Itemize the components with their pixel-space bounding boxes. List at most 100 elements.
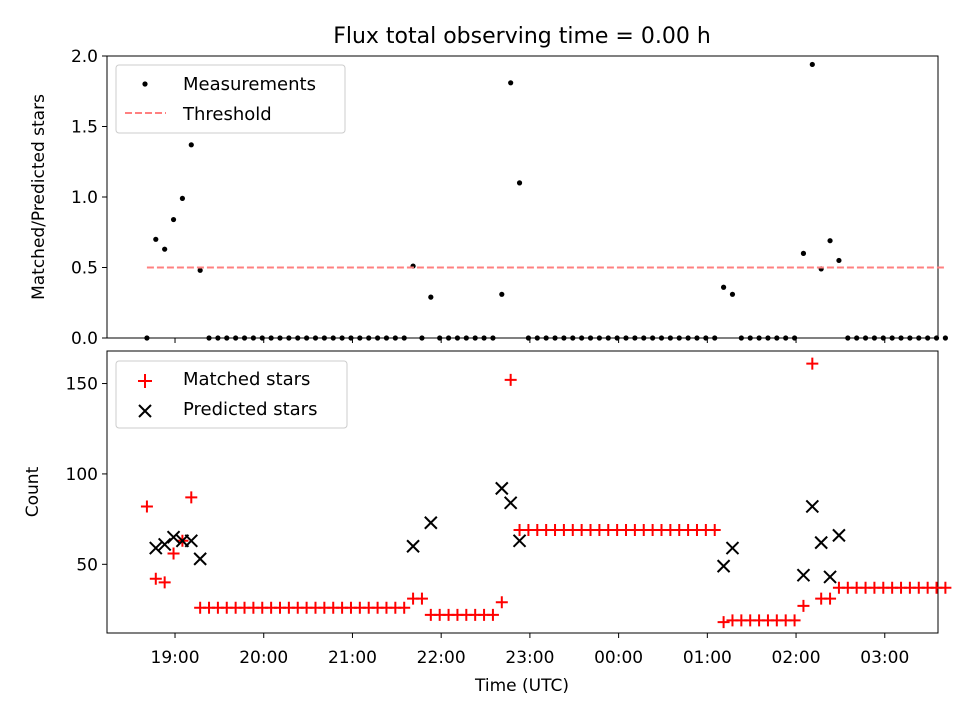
measurement-point — [490, 335, 496, 341]
top-plot: 0.00.51.01.52.0 Matched/Predicted stars … — [29, 47, 948, 349]
measurement-point — [525, 335, 532, 341]
y-tick-label: 100 — [66, 465, 98, 485]
measurement-point — [845, 335, 851, 341]
x-tick-label: 20:00 — [239, 648, 288, 668]
matched-star-point — [788, 614, 801, 627]
predicted-star-point — [796, 568, 811, 582]
matched-star-point — [495, 596, 508, 609]
measurement-point — [809, 61, 815, 68]
measurement-point — [676, 335, 682, 341]
matched-star-point — [149, 572, 162, 585]
bottom-plot: 50 100 150 19:00 20:00 21:00 22:00 23:00 00:00 0… — [23, 350, 952, 696]
measurement-point — [366, 335, 372, 341]
measurement-point — [277, 335, 283, 341]
y-tick-label: 150 — [66, 375, 98, 395]
measurement-point — [703, 335, 709, 341]
predicted-star-point — [823, 570, 837, 584]
measurement-point — [508, 80, 514, 86]
measurement-point — [445, 335, 452, 341]
bottom-y-ticks: 50 100 150 — [66, 375, 107, 575]
chart-title: Flux total observing time = 0.00 h — [333, 24, 711, 49]
measurement-point — [862, 335, 869, 341]
measurement-point — [658, 335, 665, 341]
legend-measurements-marker — [142, 81, 148, 87]
measurement-point — [632, 335, 638, 341]
measurement-point — [774, 335, 780, 341]
predicted-star-point — [814, 535, 828, 550]
matched-star-point — [797, 599, 810, 612]
x-tick-label: 22:00 — [417, 648, 466, 668]
legend-predicted-marker — [138, 404, 152, 418]
measurement-point — [765, 335, 771, 341]
y-tick-label: 1.0 — [71, 188, 98, 208]
bottom-axes-frame — [106, 350, 939, 634]
measurement-point — [233, 335, 239, 341]
top-data-marks — [144, 61, 948, 341]
measurement-point — [800, 250, 807, 256]
x-tick-label: 01:00 — [683, 648, 732, 668]
measurement-point — [889, 335, 895, 341]
measurement-point — [667, 335, 673, 341]
measurement-point — [224, 335, 230, 341]
measurement-point — [570, 335, 576, 341]
bottom-legend-box — [115, 360, 348, 429]
predicted-star-point — [725, 541, 740, 555]
measurement-point — [791, 335, 798, 341]
legend-predicted-label: Predicted stars — [183, 399, 317, 420]
matched-star-point — [939, 581, 952, 594]
x-tick-label: 21:00 — [328, 648, 377, 668]
matched-star-point — [415, 592, 428, 605]
measurement-point — [241, 335, 248, 341]
measurement-point — [144, 335, 150, 341]
measurement-point — [259, 335, 265, 341]
measurement-point — [428, 294, 434, 300]
measurement-point — [827, 238, 833, 244]
predicted-star-point — [495, 481, 509, 496]
measurement-point — [481, 335, 487, 341]
measurement-point — [463, 335, 469, 341]
measurement-point — [472, 335, 478, 341]
legend-matched-marker — [138, 374, 152, 388]
measurement-point — [215, 335, 221, 341]
predicted-star-point — [716, 559, 731, 573]
measurement-point — [162, 246, 168, 252]
measurement-point — [534, 335, 540, 341]
measurement-point — [330, 335, 336, 341]
measurement-point — [543, 335, 549, 341]
x-tick-label: 03:00 — [860, 648, 909, 668]
measurement-point — [738, 335, 744, 341]
predicted-star-point — [166, 530, 181, 544]
measurement-point — [933, 335, 940, 341]
measurement-point — [552, 335, 558, 341]
measurement-point — [188, 142, 194, 148]
measurement-point — [312, 335, 319, 341]
measurement-point — [579, 335, 585, 341]
measurement-point — [250, 335, 256, 341]
y-tick-label: 1.5 — [71, 118, 98, 138]
measurement-point — [907, 335, 913, 341]
predicted-star-point — [503, 496, 518, 510]
matched-star-point — [167, 547, 180, 560]
legend-threshold-label: Threshold — [182, 104, 272, 125]
matched-star-point — [140, 500, 153, 513]
measurement-point — [623, 335, 629, 341]
legend-matched-label: Matched stars — [183, 369, 310, 390]
measurement-point — [605, 335, 611, 341]
predicted-star-point — [406, 539, 420, 553]
matched-star-point — [185, 491, 198, 504]
measurement-point — [286, 335, 292, 341]
measurement-point — [587, 335, 594, 341]
measurement-point — [898, 335, 904, 341]
top-y-axis-label: Matched/Predicted stars — [29, 94, 49, 300]
bottom-x-ticks: 19:00 20:00 21:00 22:00 23:00 00:00 01:00 02:00… — [151, 633, 909, 668]
matched-star-point — [824, 592, 837, 605]
legend-measurements-label: Measurements — [183, 74, 316, 95]
matched-star-point — [708, 523, 721, 536]
measurement-point — [339, 335, 345, 341]
measurement-point — [836, 257, 842, 264]
measurement-point — [783, 335, 789, 341]
x-tick-label: 00:00 — [594, 648, 643, 668]
top-legend: Measurements Threshold — [115, 64, 346, 134]
measurement-point — [916, 335, 922, 341]
